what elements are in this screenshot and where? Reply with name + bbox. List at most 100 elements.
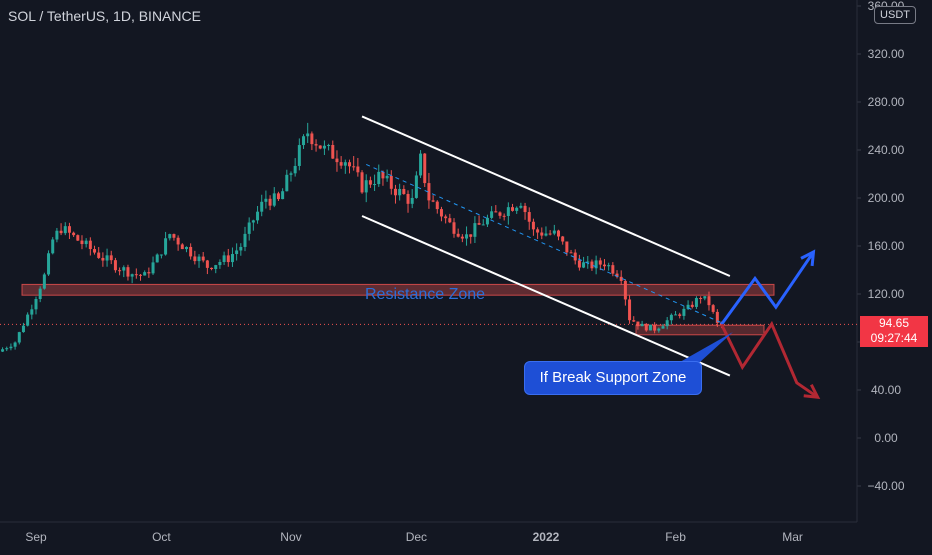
candle-body [1,349,5,352]
x-tick-label: Dec [406,530,427,544]
candle-body [661,326,665,329]
candle-body [410,197,414,204]
candle-body [494,211,498,213]
y-tick-label: 240.00 [868,143,905,157]
candle-body [168,234,172,239]
candle-body [268,198,272,206]
y-tick-label: 120.00 [868,287,905,301]
candle-body [502,215,506,217]
candle-body [582,262,586,268]
candle-body [356,166,360,173]
candle-body [381,171,385,179]
candle-body [598,260,602,265]
candle-body [164,238,168,255]
candle-body [456,233,460,237]
candle-body [431,200,435,202]
candle-body [201,256,205,261]
candle-body [339,162,343,166]
candle-body [335,158,339,163]
candle-body [55,230,59,240]
candle-body [586,261,590,263]
candle-body [176,237,180,245]
candle-body [619,276,623,281]
candle-body [607,265,611,267]
candle-body [147,272,151,274]
candle-body [548,233,552,235]
candle-body [97,252,101,258]
candle-body [256,211,260,221]
candle-body [644,323,648,331]
candle-body [30,309,34,315]
candle-body [247,222,251,234]
candle-body [393,188,397,196]
candle-body [84,240,88,245]
bearish-projection-arrow [720,320,819,399]
candle-body [126,267,130,277]
y-tick-label: 40.00 [871,383,901,397]
candle-body [669,314,673,321]
candle-body [531,221,535,230]
candle-body [594,260,598,269]
candle-body [151,262,155,274]
candle-body [67,226,71,233]
x-tick-label: Feb [665,530,686,544]
currency-badge[interactable]: USDT [874,6,916,24]
candle-body [674,314,678,316]
candle-body [343,162,347,166]
candle-body [331,145,335,159]
candle-body [485,217,489,225]
candle-body [17,332,21,343]
support-zone [635,324,765,336]
candle-body [59,230,63,234]
candle-body [552,230,556,234]
candle-body [636,321,640,327]
candle-body [327,145,331,147]
candle-body [243,233,247,247]
candle-body [235,250,239,255]
candle-body [377,171,381,185]
candle-body [155,254,159,263]
candle-body [364,180,368,193]
candle-body [628,299,632,321]
candle-body [519,205,523,208]
candle-body [184,246,188,250]
candle-body [511,207,515,211]
candle-body [13,342,17,347]
bullish-projection-arrow [720,251,815,326]
candle-body [414,175,418,198]
bullish-projection-arrow-head [800,249,816,267]
candle-body [205,260,209,268]
candle-body [197,256,201,262]
x-tick-label: 2022 [533,530,560,544]
candle-body [632,320,636,322]
candle-body [690,304,694,307]
candle-body [322,145,326,149]
candle-body [699,298,703,300]
candle-body [398,188,402,196]
candle-body [481,224,485,226]
candle-body [297,145,301,166]
resistance-zone-label: Resistance Zone [365,286,486,303]
candle-body [42,274,46,289]
candle-body [565,241,569,253]
x-tick-label: Nov [280,530,301,544]
candle-body [686,304,690,309]
candle-body [657,328,661,331]
bar-countdown: 09:27:44 [870,331,918,345]
candle-body [172,234,176,238]
candle-body [490,211,494,218]
candle-body [703,296,707,299]
candle-body [648,324,652,331]
candle-body [573,252,577,261]
candle-body [611,265,615,274]
candle-body [310,133,314,145]
candle-body [218,261,222,266]
candle-body [193,256,197,262]
candle-body [189,246,193,257]
candle-body [373,184,377,186]
candle-body [76,235,80,241]
candle-body [678,314,682,316]
candle-body [406,193,410,204]
